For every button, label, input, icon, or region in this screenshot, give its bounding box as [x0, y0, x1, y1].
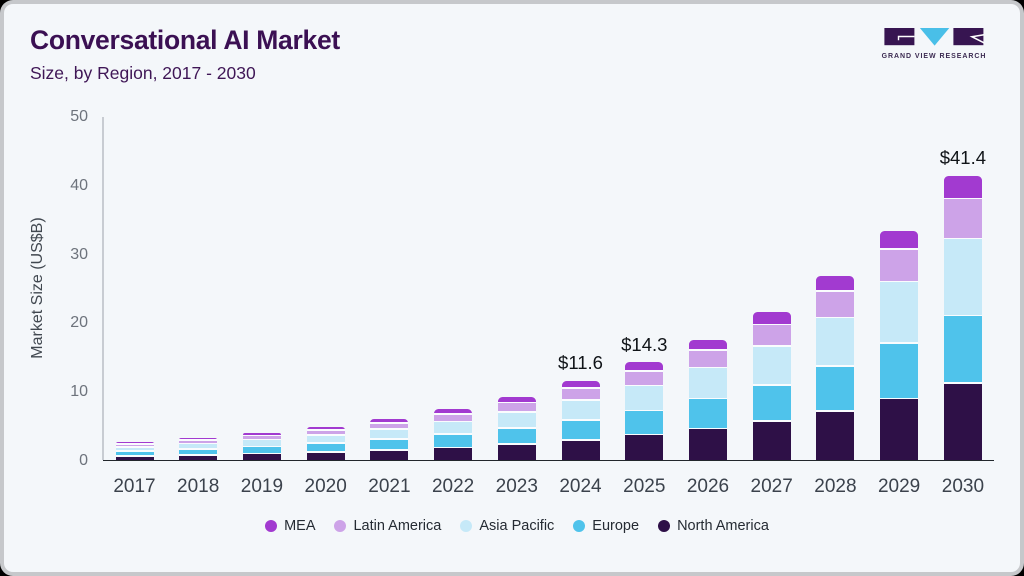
svg-text:GRAND VIEW RESEARCH: GRAND VIEW RESEARCH — [882, 53, 987, 60]
